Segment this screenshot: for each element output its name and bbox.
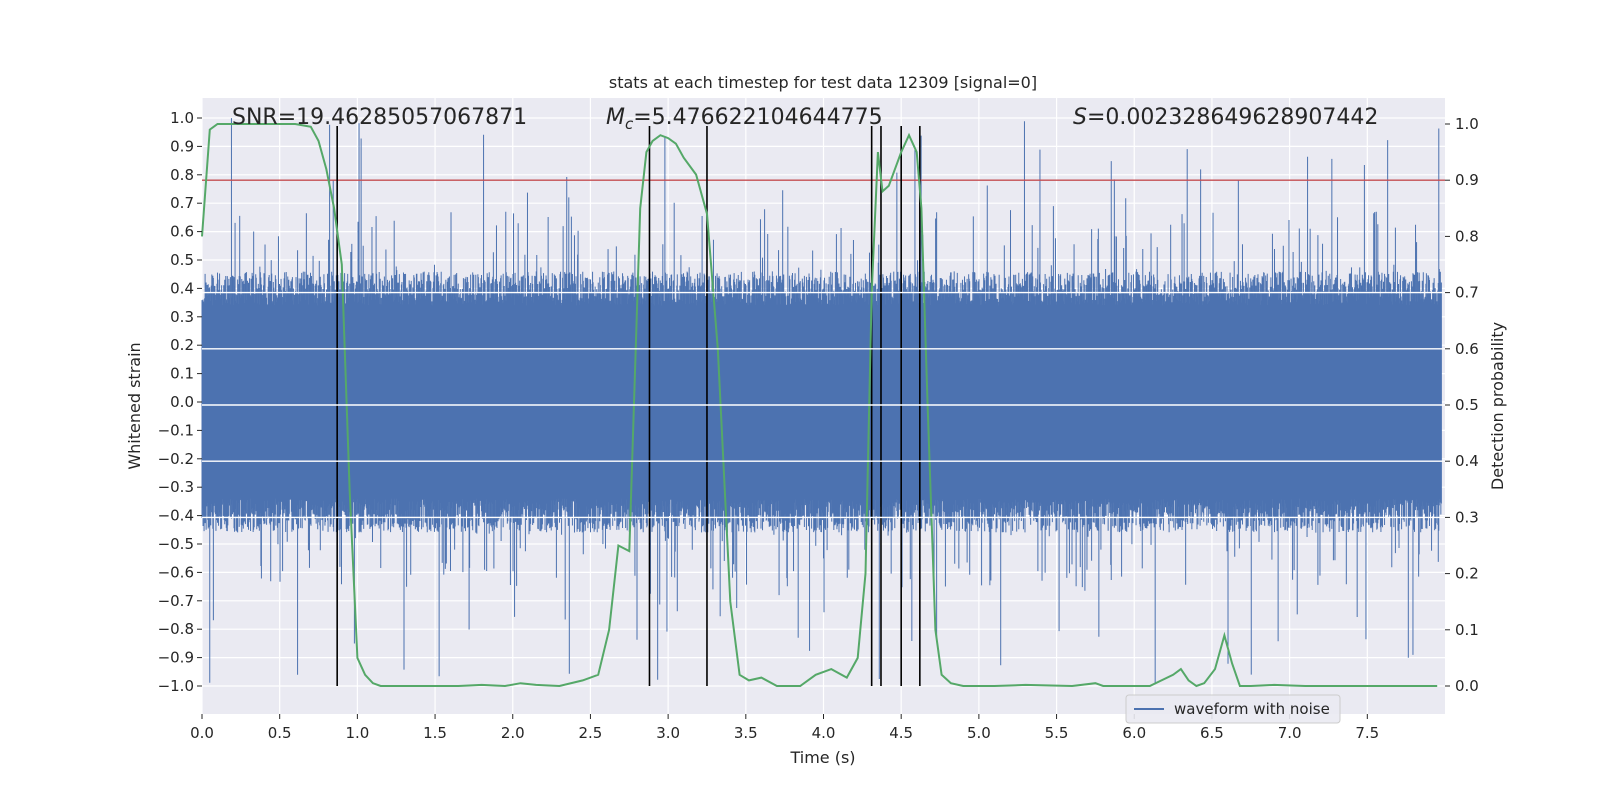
x-tick-label: 2.0: [501, 724, 525, 742]
s-symbol: S: [1073, 105, 1087, 130]
y-left-tick-label: −0.9: [158, 649, 194, 667]
y-left-axis-label: Whitened strain: [125, 342, 144, 469]
y-left-tick-label: 0.6: [170, 223, 194, 241]
y-left-tick-label: 0.5: [170, 251, 194, 269]
waveform-trace: [201, 118, 1442, 685]
legend-label: waveform with noise: [1174, 700, 1330, 718]
x-axis-label: Time (s): [789, 748, 855, 767]
y-left-tick-label: 0.2: [170, 336, 194, 354]
x-tick-label: 6.5: [1200, 724, 1224, 742]
y-left-tick-label: 1.0: [170, 109, 194, 127]
marker-lines: [336, 126, 921, 686]
y-left-tick-label: 0.9: [170, 137, 194, 155]
mc-symbol: M: [606, 105, 625, 130]
x-tick-label: 7.5: [1355, 724, 1379, 742]
y-left-tick-label: 0.0: [170, 393, 194, 411]
x-tick-label: 5.0: [967, 724, 991, 742]
legend-box: [1125, 694, 1341, 724]
y-left-tick-label: 0.4: [170, 279, 194, 297]
y-right-tick-label: 0.8: [1455, 227, 1479, 245]
y-right-tick-label: 0.0: [1455, 677, 1479, 695]
y-left-tick-label: 0.8: [170, 166, 194, 184]
x-tick-label: 1.5: [423, 724, 447, 742]
y-right-tick-label: 0.4: [1455, 452, 1479, 470]
y-left-tick-label: −0.6: [158, 563, 194, 581]
overlay-grid: [202, 291, 1445, 519]
detection-probability-line: [201, 123, 1438, 688]
x-tick-label: 6.0: [1122, 724, 1146, 742]
y-left-tick-label: 0.7: [170, 194, 194, 212]
x-tick-label: 0.0: [190, 724, 214, 742]
y-right-tick-label: 0.7: [1455, 284, 1479, 302]
x-tick-label: 4.5: [889, 724, 913, 742]
x-tick-label: 7.0: [1278, 724, 1302, 742]
x-tick-label: 1.0: [345, 724, 369, 742]
y-right-axis-label: Detection probability: [1488, 322, 1507, 490]
legend: waveform with noise: [1125, 694, 1341, 724]
x-tick-label: 3.0: [656, 724, 680, 742]
y-left-ticks: 1.0 0.9 0.8 0.7 0.6 0.5 0.4 0.3 0.2 0.1 0.0 −0.1 −0.…: [158, 109, 202, 695]
x-tick-label: 4.0: [812, 724, 836, 742]
y-right-tick-label: 0.2: [1455, 565, 1479, 583]
y-left-tick-label: −0.3: [158, 478, 194, 496]
y-left-tick-label: −0.2: [158, 450, 194, 468]
y-left-tick-label: −0.8: [158, 620, 194, 638]
mc-annotation: Mc=5.476622104644775: [606, 105, 883, 133]
y-right-tick-label: 0.1: [1455, 621, 1479, 639]
s-annotation: S=0.002328649628907442: [1073, 105, 1378, 130]
x-tick-label: 0.5: [268, 724, 292, 742]
chart-title: stats at each timestep for test data 123…: [609, 73, 1037, 92]
x-tick-label: 2.5: [579, 724, 603, 742]
y-right-tick-label: 1.0: [1455, 115, 1479, 133]
x-tick-label: 3.5: [734, 724, 758, 742]
y-left-tick-label: −0.7: [158, 592, 194, 610]
y-right-tick-label: 0.3: [1455, 508, 1479, 526]
y-left-tick-label: −0.5: [158, 535, 194, 553]
x-axis-ticks: 0.0 0.5 1.0 1.5 2.0 2.5 3.0 3.5 4.0 4.5 5.0 5.5 6.0 6…: [190, 714, 1379, 742]
y-right-tick-label: 0.5: [1455, 396, 1479, 414]
y-left-tick-label: −1.0: [158, 677, 194, 695]
y-left-tick-label: 0.1: [170, 365, 194, 383]
y-right-tick-label: 0.9: [1455, 171, 1479, 189]
y-right-ticks: 1.0 0.9 0.8 0.7 0.6 0.5 0.4 0.3 0.2 0.1 0.0: [1445, 115, 1479, 695]
y-left-tick-label: 0.3: [170, 308, 194, 326]
waveform-series: [201, 118, 1442, 685]
x-tick-label: 5.5: [1045, 724, 1069, 742]
y-left-tick-label: −0.1: [158, 421, 194, 439]
s-value: =0.002328649628907442: [1087, 105, 1378, 130]
y-right-tick-label: 0.6: [1455, 340, 1479, 358]
mc-value: =5.476622104644775: [633, 105, 882, 130]
mc-subscript: c: [625, 115, 634, 133]
snr-annotation: SNR=19.46285057067871: [232, 105, 527, 130]
y-left-tick-label: −0.4: [158, 507, 194, 525]
